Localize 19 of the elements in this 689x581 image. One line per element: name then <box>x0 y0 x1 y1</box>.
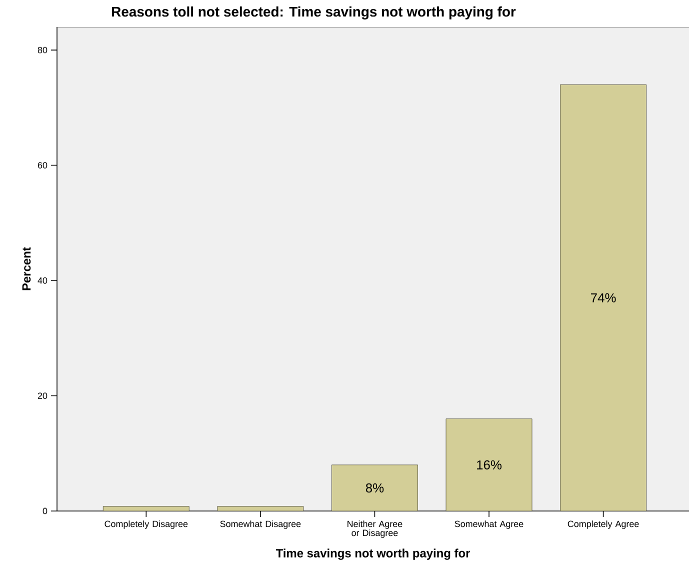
x-axis-title: Time savings not worth paying for <box>276 548 470 560</box>
x-tick-label: Neither Agree or Disagree <box>348 520 402 538</box>
y-tick-label: 20 <box>38 392 48 399</box>
data-label: 16% <box>477 460 502 470</box>
bar <box>446 418 532 511</box>
x-tick-label: Somewhat Disagree <box>220 520 301 529</box>
x-tick-label: Completely Agree <box>568 520 639 529</box>
y-tick-label: 40 <box>38 277 48 284</box>
bar <box>332 464 418 511</box>
y-tick-label: 80 <box>38 46 48 54</box>
y-tick-label: 0 <box>42 508 48 514</box>
data-label: 8% <box>366 483 384 493</box>
x-tick-label: Somewhat Agree <box>454 520 524 529</box>
x-tick-label: Completely Disagree <box>104 520 188 529</box>
bar <box>560 84 646 511</box>
y-tick-label: 60 <box>38 162 48 168</box>
data-label: 74% <box>591 293 616 302</box>
y-axis-title: Percent <box>22 247 31 290</box>
chart-title: Reasons toll not selected: Time savings not worth paying for <box>112 6 516 20</box>
